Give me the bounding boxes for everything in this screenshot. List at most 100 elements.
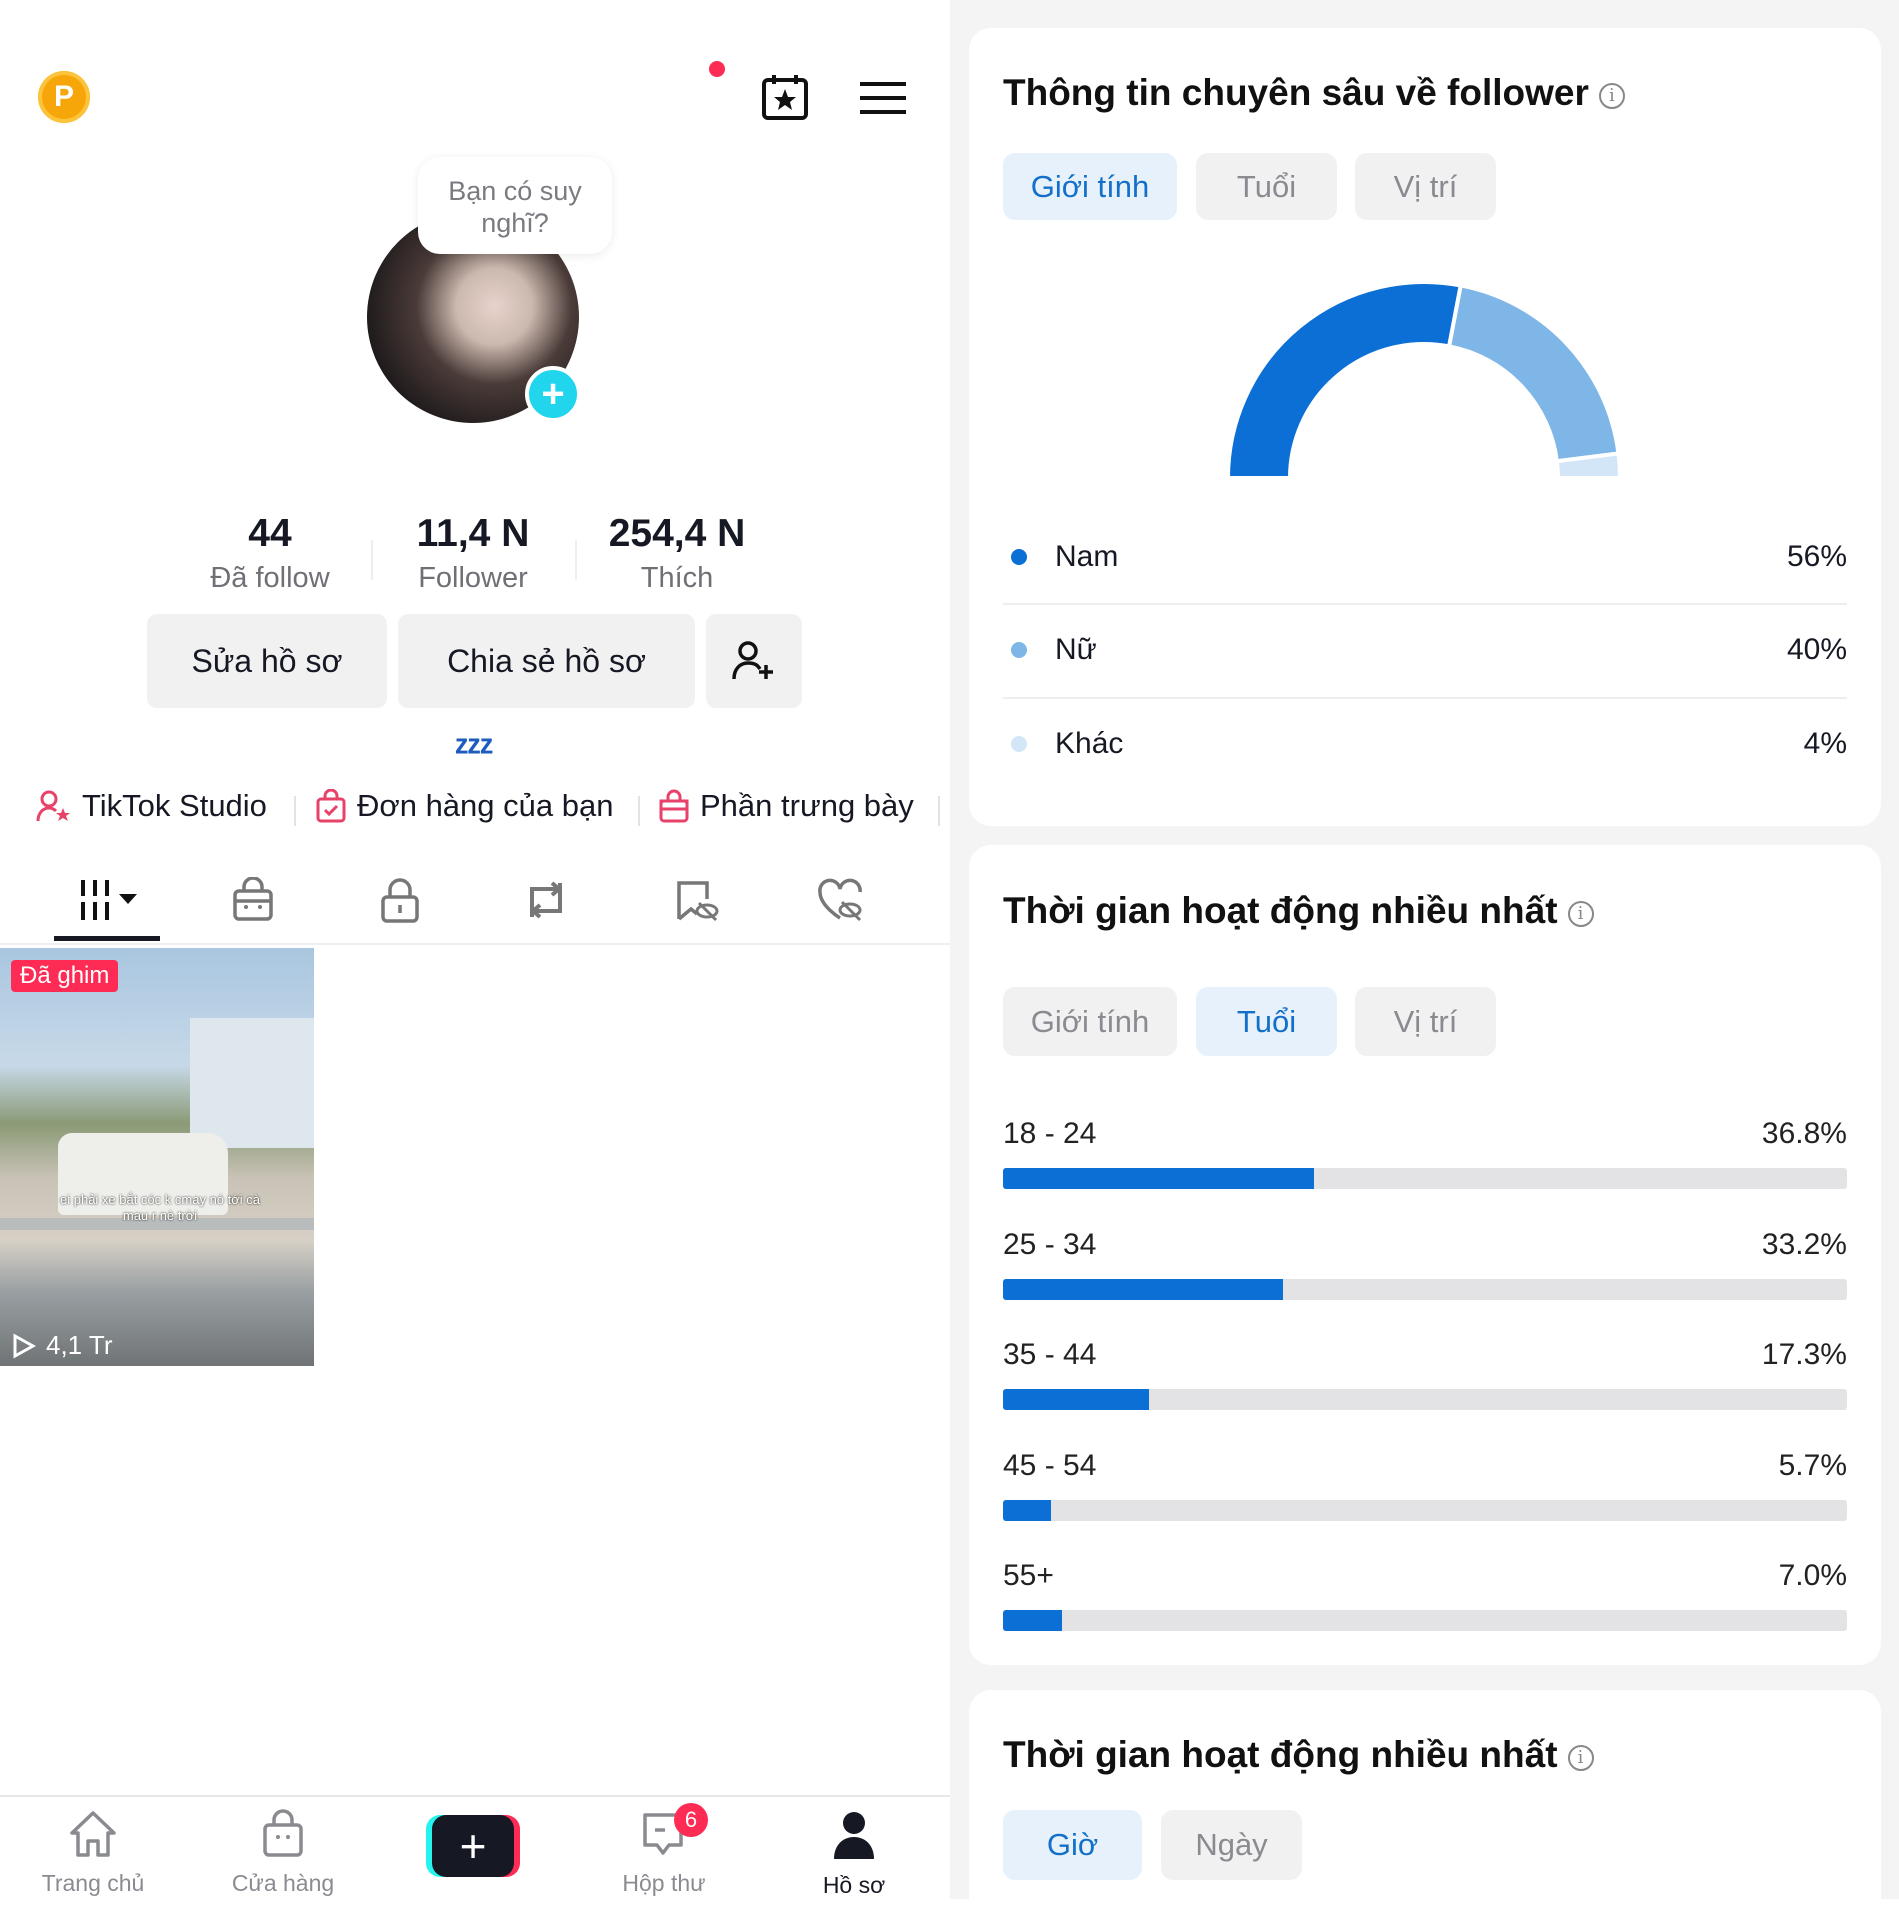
- tab-videos[interactable]: [70, 872, 150, 928]
- videos-grid-icon: [81, 880, 137, 920]
- legend-divider: [1003, 697, 1847, 699]
- tab-day[interactable]: Ngày: [1161, 1810, 1302, 1880]
- age-category: 55+: [1003, 1559, 1054, 1592]
- link-separator: [638, 796, 640, 826]
- tab-reposts[interactable]: [516, 872, 576, 928]
- thought-bubble[interactable]: Bạn có suy nghĩ?: [418, 157, 612, 254]
- age-value: 7.0%: [1778, 1559, 1847, 1592]
- create-plus-icon: +: [432, 1815, 514, 1877]
- link-separator: [294, 796, 296, 826]
- card-title: Thời gian hoạt động nhiều nhất i: [1003, 890, 1594, 932]
- active-tab-indicator: [54, 936, 160, 941]
- calendar-star-icon[interactable]: [760, 72, 810, 122]
- card-title-text: Thời gian hoạt động nhiều nhất: [1003, 1734, 1558, 1775]
- view-count: 4,1 Tr: [12, 1330, 112, 1361]
- followers-label: Follower: [418, 562, 528, 594]
- home-icon: [70, 1811, 116, 1857]
- nav-label: Hộp thư: [622, 1870, 706, 1896]
- age-bar: [1003, 1499, 1052, 1521]
- age-bar: [1003, 1610, 1063, 1631]
- age-value: 36.8%: [1761, 1117, 1847, 1150]
- shop-icon: [263, 1809, 303, 1857]
- link-label: TikTok Studio: [82, 788, 267, 823]
- bag-check-icon: [316, 789, 346, 823]
- stat-divider: [371, 540, 373, 580]
- tab-gender[interactable]: Giới tính: [1003, 987, 1177, 1056]
- age-bar: [1003, 1278, 1284, 1300]
- legend-divider: [1003, 603, 1847, 605]
- legend-value: 56%: [1786, 540, 1847, 573]
- legend-row-male: Nam 56%: [1003, 527, 1847, 587]
- tab-private[interactable]: [370, 872, 430, 928]
- link-orders[interactable]: Đơn hàng của bạn: [315, 788, 613, 824]
- tab-location[interactable]: Vị trí: [1355, 153, 1496, 220]
- nav-label: Cửa hàng: [231, 1870, 335, 1896]
- tab-age[interactable]: Tuổi: [1196, 987, 1337, 1056]
- age-category: 35 - 44: [1003, 1338, 1097, 1371]
- link-label: Đơn hàng của bạn: [357, 788, 614, 823]
- user-plus-icon: [732, 641, 773, 680]
- add-friend-button[interactable]: [706, 614, 802, 708]
- tab-age[interactable]: Tuổi: [1196, 153, 1337, 220]
- video-thumbnail[interactable]: Đã ghim ei phải xe bắt cóc k cmay nó tới…: [0, 948, 314, 1366]
- pinned-badge: Đã ghim: [11, 960, 119, 992]
- link-tiktok-studio[interactable]: TikTok Studio: [36, 788, 267, 824]
- stat-divider: [575, 540, 577, 580]
- age-row-label: 45 - 54 5.7%: [1003, 1449, 1847, 1483]
- legend-value: 40%: [1786, 633, 1847, 666]
- age-bar-track: [1003, 1499, 1847, 1521]
- info-icon[interactable]: i: [1567, 1745, 1594, 1771]
- points-label: P: [53, 80, 74, 113]
- tab-favorites[interactable]: [666, 872, 726, 928]
- stat-followers[interactable]: 11,4 N Follower: [363, 512, 583, 595]
- menu-icon[interactable]: [860, 80, 906, 116]
- railing-shape: [0, 1218, 314, 1230]
- tab-hour[interactable]: Giờ: [1003, 1810, 1142, 1880]
- gender-half-donut-chart: [1225, 280, 1623, 480]
- video-caption: ei phải xe bắt cóc k cmay nó tới cà mau …: [60, 1192, 261, 1223]
- following-count: 44: [248, 512, 292, 555]
- card-title: Thông tin chuyên sâu về follower i: [1003, 72, 1625, 114]
- age-bar: [1003, 1168, 1314, 1189]
- info-icon[interactable]: i: [1598, 83, 1625, 109]
- age-row-label: 55+ 7.0%: [1003, 1559, 1847, 1593]
- nav-home[interactable]: Trang chủ: [13, 1809, 173, 1897]
- legend-dot: [1011, 549, 1027, 565]
- active-time-age-card: Thời gian hoạt động nhiều nhất i Giới tín…: [969, 845, 1881, 1665]
- repost-icon: [529, 881, 563, 919]
- tab-location[interactable]: Vị trí: [1355, 987, 1496, 1056]
- create-button[interactable]: +: [426, 1815, 520, 1877]
- card-title-text: Thông tin chuyên sâu về follower: [1003, 72, 1589, 113]
- age-row-label: 18 - 24 36.8%: [1003, 1117, 1847, 1151]
- tab-shop[interactable]: [223, 872, 283, 928]
- followers-count: 11,4 N: [416, 512, 530, 555]
- nav-label: Trang chủ: [41, 1870, 145, 1896]
- legend-dot: [1011, 736, 1027, 752]
- play-icon: [13, 1332, 36, 1359]
- legend-value: 4%: [1803, 727, 1847, 760]
- tab-liked[interactable]: [810, 872, 870, 928]
- building-shape: [190, 1018, 314, 1148]
- age-bar-track: [1003, 1168, 1847, 1189]
- shop-bag-icon: [659, 789, 689, 823]
- legend-label: Nam: [1055, 540, 1119, 573]
- nav-shop[interactable]: Cửa hàng: [203, 1809, 363, 1897]
- legend-label: Khác: [1055, 727, 1124, 760]
- edit-profile-button[interactable]: Sửa hồ sơ: [147, 614, 387, 708]
- link-showcase[interactable]: Phần trưng bày: [658, 788, 914, 824]
- nav-label: Hồ sơ: [822, 1872, 886, 1898]
- stat-likes[interactable]: 254,4 N Thích: [567, 512, 787, 595]
- share-profile-button[interactable]: Chia sẻ hồ sơ: [398, 614, 695, 708]
- info-icon[interactable]: i: [1567, 901, 1594, 927]
- age-row-label: 25 - 34 33.2%: [1003, 1228, 1847, 1262]
- age-category: 25 - 34: [1003, 1227, 1097, 1261]
- bottom-nav: Trang chủ Cửa hàng + Hộp thư 6 Hồ sơ: [0, 1795, 950, 1899]
- view-count-label: 4,1 Tr: [46, 1330, 113, 1360]
- points-icon[interactable]: P: [38, 71, 90, 123]
- tab-gender[interactable]: Giới tính: [1003, 153, 1177, 220]
- nav-inbox[interactable]: Hộp thư 6: [584, 1803, 744, 1897]
- legend-row-female: Nữ 40%: [1003, 620, 1847, 680]
- add-avatar-button[interactable]: +: [525, 366, 581, 422]
- nav-profile[interactable]: Hồ sơ: [774, 1809, 934, 1899]
- stat-following[interactable]: 44 Đã follow: [160, 512, 380, 595]
